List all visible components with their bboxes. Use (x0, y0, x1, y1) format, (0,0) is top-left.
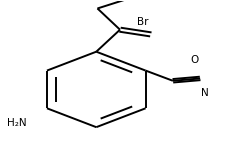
Text: H₂N: H₂N (7, 118, 26, 128)
Text: O: O (190, 55, 198, 65)
Text: Br: Br (137, 17, 148, 27)
Text: N: N (201, 88, 208, 98)
